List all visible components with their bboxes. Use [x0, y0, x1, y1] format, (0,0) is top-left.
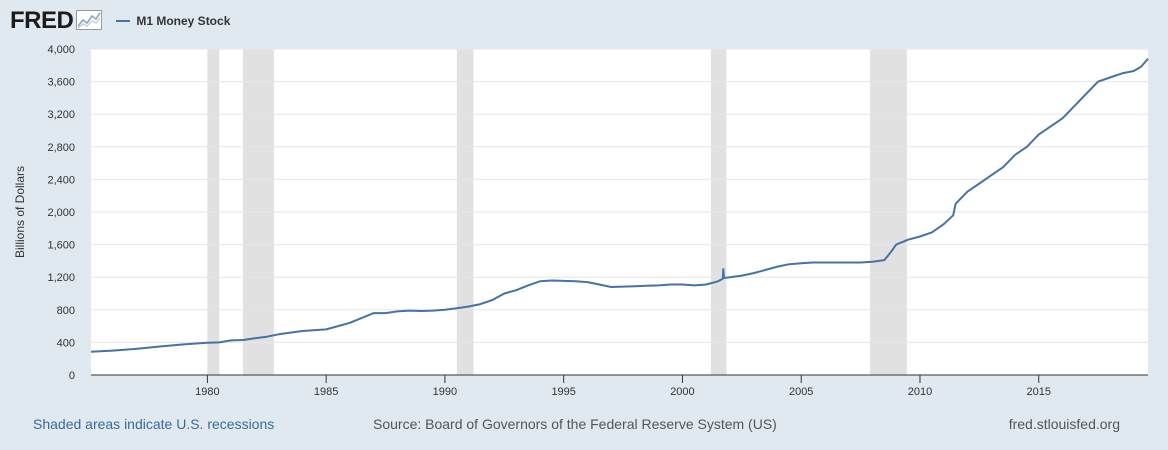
y-tick-label: 2,800 — [47, 142, 75, 154]
y-tick-label: 1,600 — [47, 240, 75, 252]
fred-logo[interactable]: FRED — [10, 7, 74, 34]
x-tick-label: 2015 — [1026, 386, 1050, 398]
y-tick-label: 2,000 — [47, 207, 75, 219]
y-tick-label: 2,400 — [47, 174, 75, 186]
legend-swatch — [116, 20, 131, 22]
series-line-m1 — [90, 58, 1149, 353]
axes: 0 400 800 1,200 1,600 2,000 2,400 2,800 3,200 3,6… — [47, 44, 1148, 398]
x-tick-label: 2000 — [670, 386, 694, 398]
x-tick-label: 2010 — [908, 386, 932, 398]
y-tick-label: 400 — [57, 337, 75, 349]
chart-line-icon — [76, 9, 103, 35]
chart-legend[interactable]: M1 Money Stock — [116, 14, 230, 28]
chart-header: FRED M1 Money Stock — [10, 6, 230, 36]
legend-label: M1 Money Stock — [136, 14, 231, 28]
series-layer — [90, 58, 1149, 353]
x-tick-label: 1995 — [551, 386, 575, 398]
y-tick-label: 3,200 — [47, 109, 75, 121]
recession-note-link[interactable]: Shaded areas indicate U.S. recessions — [33, 416, 275, 432]
site-link[interactable]: fred.stlouisfed.org — [1008, 416, 1120, 432]
y-tick-label: 1,200 — [47, 272, 75, 284]
x-tick-label: 1980 — [195, 386, 219, 398]
y-axis-label: Billions of Dollars — [13, 166, 27, 258]
x-tick-label: 1990 — [433, 386, 457, 398]
y-tick-label: 800 — [57, 305, 75, 317]
x-tick-label: 2005 — [789, 386, 813, 398]
y-tick-label: 3,600 — [47, 77, 75, 89]
y-tick-label: 4,000 — [47, 44, 75, 56]
y-tick-label: 0 — [69, 370, 75, 382]
source-note: Source: Board of Governors of the Federa… — [373, 416, 777, 432]
x-tick-label: 1985 — [314, 386, 338, 398]
